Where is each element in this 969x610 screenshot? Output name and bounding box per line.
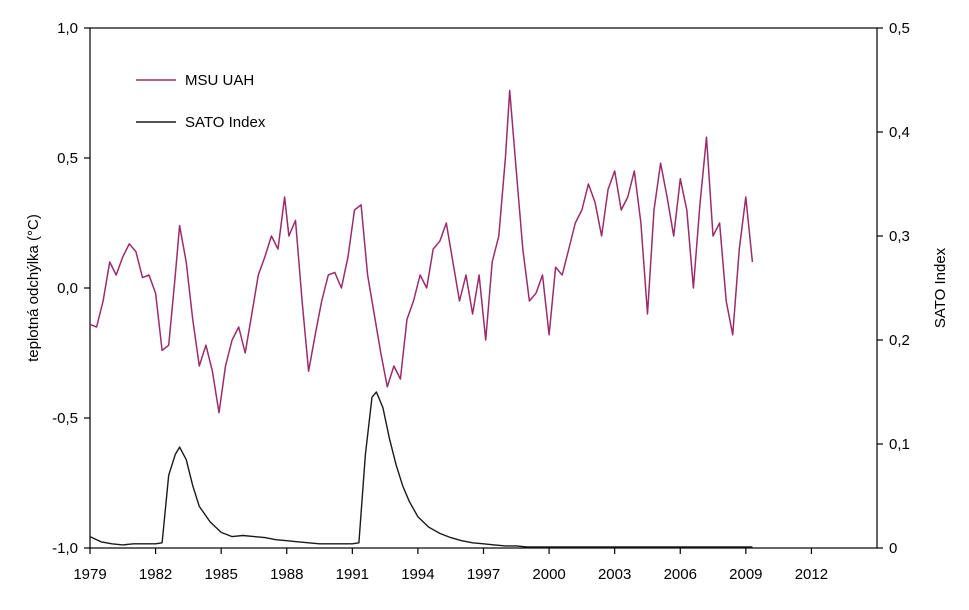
x-tick-label: 1997 — [467, 566, 500, 583]
x-tick-label: 2003 — [598, 566, 631, 583]
left-tick-label: -1,0 — [52, 540, 78, 557]
series-layer — [89, 89, 754, 548]
legend-label-msu-uah: MSU UAH — [185, 72, 254, 89]
x-tick-label: 1979 — [73, 566, 106, 583]
legend: MSU UAH SATO Index — [136, 72, 266, 131]
right-tick-label: 0,1 — [889, 436, 910, 453]
x-tick-label: 2012 — [795, 566, 828, 583]
legend-label-sato-index: SATO Index — [185, 114, 266, 131]
x-tick-label: 2006 — [664, 566, 697, 583]
x-tick-label: 1982 — [139, 566, 172, 583]
left-tick-label: 0,5 — [57, 150, 78, 167]
x-tick-label: 1988 — [270, 566, 303, 583]
x-tick-label: 1994 — [401, 566, 434, 583]
x-tick-label: 1985 — [204, 566, 237, 583]
left-tick-label: 1,0 — [57, 20, 78, 37]
plot-area — [89, 27, 878, 549]
right-tick-label: 0,3 — [889, 228, 910, 245]
series-line-sato-index — [89, 391, 753, 548]
right-tick-label: 0,5 — [889, 20, 910, 37]
x-axis: 1979 1982 1985 1988 1991 1994 1997 2000 2003 2006… — [73, 548, 828, 583]
right-tick-label: 0,2 — [889, 332, 910, 349]
x-tick-label: 1991 — [336, 566, 369, 583]
series-line-msu-uah — [89, 89, 754, 414]
x-tick-label: 2000 — [532, 566, 565, 583]
right-axis: 0,5 0,4 0,3 0,2 0,1 0 — [877, 20, 910, 557]
left-axis-title: teplotná odchýlka (°C) — [25, 214, 42, 362]
left-axis: 1,0 0,5 0,0 -0,5 -1,0 — [52, 20, 90, 557]
right-tick-label: 0 — [889, 540, 897, 557]
left-tick-label: 0,0 — [57, 280, 78, 297]
x-tick-label: 2009 — [729, 566, 762, 583]
right-tick-label: 0,4 — [889, 124, 910, 141]
left-tick-label: -0,5 — [52, 410, 78, 427]
right-axis-title: SATO Index — [932, 247, 949, 328]
